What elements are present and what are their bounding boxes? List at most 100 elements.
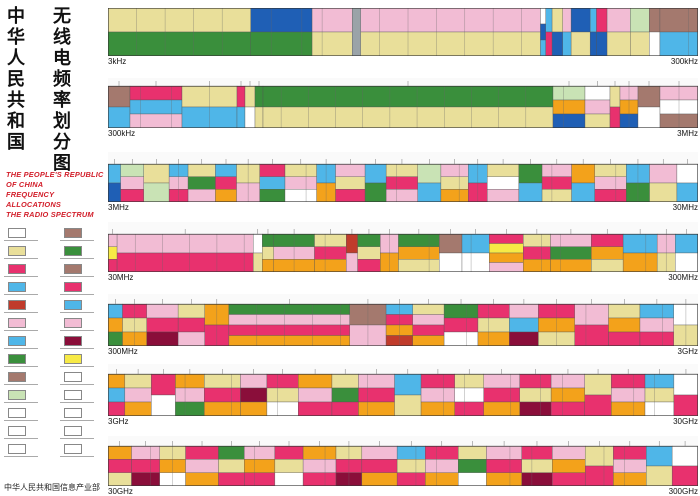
english-title-line-4: THE RADIO SPECTRUM [6, 210, 94, 219]
legend-swatch [8, 246, 26, 256]
allocation-block [185, 445, 219, 460]
allocation-block [584, 445, 614, 467]
allocation-block [606, 8, 631, 33]
allocation-block [398, 233, 440, 247]
allocation-block [175, 401, 205, 416]
allocation-block [346, 233, 358, 254]
band-svg [108, 222, 698, 272]
allocation-block [659, 8, 698, 33]
allocation-block [487, 176, 520, 190]
allocation-block [302, 472, 337, 486]
allocation-block [649, 182, 678, 202]
legend-swatch [64, 336, 82, 346]
allocation-block [675, 252, 698, 272]
legend-text [4, 292, 38, 298]
allocation-block [417, 182, 442, 202]
legend-text [4, 454, 38, 460]
allocation-block [129, 99, 183, 115]
allocation-block [253, 233, 263, 254]
band-start-label: 3kHz [108, 57, 127, 66]
band-strip [108, 364, 698, 416]
allocation-block [120, 176, 144, 190]
allocation-block [440, 176, 469, 190]
allocation-block [521, 445, 553, 460]
allocation-block [357, 259, 381, 272]
band-start-label: 300MHz [108, 347, 138, 356]
allocation-block [550, 246, 592, 260]
allocation-block [244, 85, 256, 108]
allocation-block [396, 445, 426, 460]
allocation-block [357, 233, 381, 247]
allocation-block [108, 472, 132, 486]
allocation-block [552, 472, 586, 486]
allocation-block [146, 331, 179, 346]
allocation-block [551, 8, 563, 33]
legend-text [60, 418, 94, 424]
allocation-block [357, 246, 381, 260]
allocation-block [250, 8, 313, 33]
allocation-block [116, 252, 254, 272]
allocation-block [613, 459, 647, 473]
band-strip [108, 8, 698, 56]
allocation-block [521, 472, 553, 486]
legend-swatch [8, 300, 26, 310]
allocation-block [644, 387, 675, 403]
legend-swatch [8, 354, 26, 364]
allocation-block [412, 314, 445, 326]
allocation-block [302, 445, 337, 460]
allocation-block [314, 246, 347, 260]
allocation-block [594, 163, 627, 177]
allocation-block [541, 189, 572, 202]
allocation-block [425, 472, 459, 486]
allocation-block [439, 252, 463, 272]
band-start-label: 3MHz [108, 203, 129, 212]
allocation-block [489, 262, 524, 272]
legend-swatch [8, 372, 26, 382]
allocation-block [108, 445, 132, 460]
allocation-block [108, 85, 131, 108]
allocation-block [215, 189, 237, 202]
allocation-block [394, 394, 422, 416]
allocation-block [412, 324, 445, 336]
allocation-block [584, 99, 611, 115]
allocation-block [659, 31, 698, 56]
allocation-block [177, 317, 205, 333]
allocation-block [187, 163, 216, 177]
allocation-block [443, 331, 479, 346]
band-border [108, 8, 698, 56]
allocation-block [228, 314, 350, 326]
legend-text [60, 274, 94, 280]
legend-text [60, 400, 94, 406]
allocation-block [385, 176, 418, 190]
allocation-block [487, 189, 520, 202]
legend-swatch [64, 390, 82, 400]
band-border [108, 374, 698, 416]
allocation-block [331, 387, 359, 403]
legend-text [4, 274, 38, 280]
legend-swatch [64, 408, 82, 418]
allocation-block [124, 387, 152, 403]
allocation-block [540, 39, 546, 56]
allocation-block [259, 189, 286, 202]
allocation-block [131, 445, 160, 460]
allocation-block [454, 373, 484, 389]
allocation-block [608, 303, 641, 319]
band-strip [108, 222, 698, 272]
chinese-title-chart: 无线电频率划分图 [53, 6, 71, 174]
legend-swatch [64, 318, 82, 328]
allocation-block [259, 176, 286, 190]
allocation-block [215, 163, 237, 177]
legend-text [4, 364, 38, 370]
legend-swatch [8, 228, 26, 238]
allocation-block [358, 387, 395, 403]
allocation-block [274, 459, 304, 473]
allocation-block [298, 401, 333, 416]
allocation-block [458, 445, 487, 460]
allocation-block [185, 472, 219, 486]
allocation-block [608, 331, 641, 346]
allocation-block [613, 445, 647, 460]
english-title: THE PEOPLE'S REPUBLIC OF CHINA FREQUENCY… [6, 170, 106, 220]
allocation-block [335, 163, 366, 177]
allocation-block [335, 176, 366, 190]
allocation-block [266, 373, 299, 389]
